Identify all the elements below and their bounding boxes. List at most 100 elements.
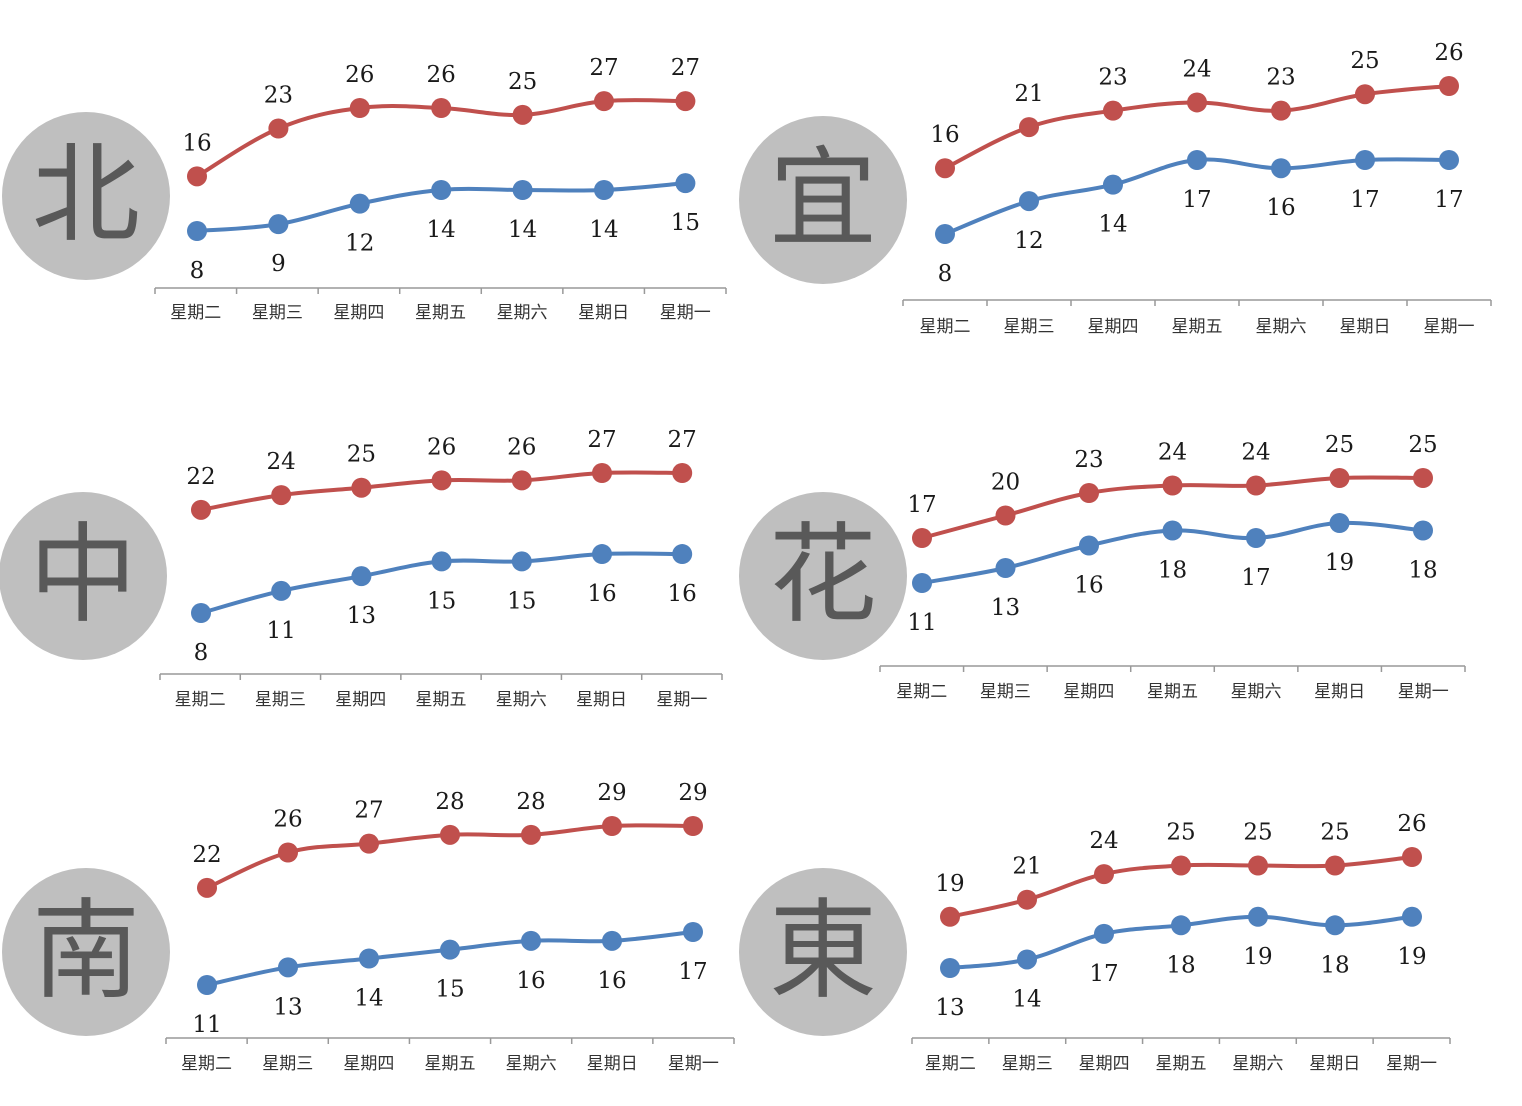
data-label-high: 25: [1243, 820, 1272, 846]
region-badge-north: 北: [2, 112, 170, 280]
data-point-low: [271, 580, 292, 601]
x-tick-label: 星期四: [1063, 682, 1114, 702]
data-label-low: 16: [597, 968, 626, 994]
data-label-low: 15: [507, 588, 536, 614]
data-point-high: [1171, 855, 1191, 876]
data-point-low: [1187, 150, 1207, 170]
data-label-low: 18: [1166, 952, 1195, 978]
data-label-high: 25: [347, 442, 376, 468]
data-label-low: 17: [1182, 187, 1211, 213]
data-point-high: [1355, 84, 1375, 105]
x-tick-label: 星期一: [1424, 317, 1475, 337]
data-label-high: 26: [427, 434, 456, 460]
data-point-high: [359, 833, 379, 854]
data-point-low: [602, 930, 622, 951]
data-label-high: 24: [267, 449, 296, 475]
data-label-low: 13: [273, 994, 302, 1020]
data-point-low: [940, 958, 960, 978]
data-label-high: 27: [589, 55, 618, 81]
x-tick-label: 星期二: [925, 1054, 976, 1074]
data-label-low: 17: [678, 959, 707, 985]
data-point-low: [431, 551, 452, 572]
data-label-low: 14: [1098, 212, 1127, 238]
data-label-high: 17: [907, 492, 936, 518]
data-label-high: 26: [345, 62, 374, 88]
data-label-high: 23: [1266, 65, 1295, 91]
data-label-low: 19: [1397, 944, 1426, 970]
data-label-low: 14: [1012, 986, 1041, 1012]
data-point-high: [675, 91, 696, 112]
data-point-low: [1017, 949, 1037, 970]
x-tick-label: 星期五: [416, 690, 467, 710]
x-tick-label: 星期三: [255, 690, 306, 710]
data-label-low: 16: [1266, 195, 1295, 221]
x-tick-label: 星期六: [497, 303, 548, 323]
data-label-low: 19: [1325, 550, 1354, 576]
x-tick-label: 星期一: [656, 690, 707, 710]
x-tick-label: 星期二: [181, 1054, 232, 1074]
data-label-high: 27: [671, 55, 700, 81]
data-label-low: 17: [1089, 961, 1118, 987]
x-tick-label: 星期二: [170, 303, 221, 323]
data-point-high: [672, 463, 693, 483]
data-label-high: 16: [182, 130, 211, 156]
data-point-low: [1271, 158, 1291, 179]
x-tick-label: 星期二: [920, 317, 971, 337]
data-point-high: [995, 505, 1016, 526]
data-label-high: 25: [508, 69, 537, 95]
data-point-low: [1355, 150, 1375, 170]
region-badge-hualien: 花: [739, 492, 907, 660]
data-label-high: 24: [1182, 56, 1211, 82]
data-label-high: 19: [935, 871, 964, 897]
data-point-high: [278, 842, 298, 863]
x-tick-label: 星期一: [1398, 682, 1449, 702]
region-badge-central: 中: [0, 492, 167, 660]
data-point-high: [187, 166, 207, 187]
data-label-low: 15: [671, 210, 700, 236]
data-point-low: [512, 180, 533, 200]
data-point-high: [1248, 855, 1268, 876]
data-point-low: [1171, 915, 1191, 936]
x-tick-label: 星期日: [587, 1054, 638, 1074]
region-badge-yilan: 宜: [739, 116, 907, 284]
data-label-low: 18: [1408, 558, 1437, 584]
data-label-low: 15: [427, 588, 456, 614]
data-point-low: [995, 558, 1016, 578]
x-tick-label: 星期四: [333, 303, 384, 323]
x-tick-label: 星期五: [1147, 682, 1198, 702]
data-label-high: 22: [186, 464, 215, 490]
data-point-low: [1329, 513, 1350, 533]
data-point-high: [1094, 864, 1114, 885]
data-point-low: [683, 922, 703, 942]
data-label-high: 26: [273, 807, 302, 833]
x-tick-label: 星期日: [578, 303, 629, 323]
data-point-high: [1103, 100, 1123, 121]
x-tick-label: 星期五: [1172, 317, 1223, 337]
x-tick-label: 星期四: [1079, 1054, 1130, 1074]
data-label-high: 28: [516, 789, 545, 815]
data-point-low: [675, 173, 696, 194]
data-point-low: [1103, 174, 1123, 195]
data-point-high: [1413, 468, 1433, 488]
data-label-high: 23: [1074, 447, 1103, 473]
data-point-low: [1094, 923, 1114, 944]
x-tick-label: 星期四: [335, 690, 386, 710]
data-label-low: 11: [907, 610, 936, 636]
data-label-high: 22: [192, 842, 221, 868]
data-point-high: [191, 499, 211, 520]
data-point-high: [1439, 76, 1459, 96]
data-point-low: [1079, 535, 1099, 556]
data-label-high: 27: [668, 427, 697, 453]
data-label-low: 17: [1434, 187, 1463, 213]
data-label-low: 14: [589, 217, 618, 243]
data-point-low: [1019, 191, 1039, 212]
data-point-high: [512, 104, 533, 125]
x-tick-label: 星期二: [896, 682, 947, 702]
x-tick-label: 星期一: [660, 303, 711, 323]
data-point-high: [602, 816, 622, 836]
data-point-high: [1325, 855, 1345, 876]
data-point-low: [431, 180, 452, 200]
x-tick-label: 星期六: [1256, 317, 1307, 337]
data-label-low: 16: [1074, 573, 1103, 599]
